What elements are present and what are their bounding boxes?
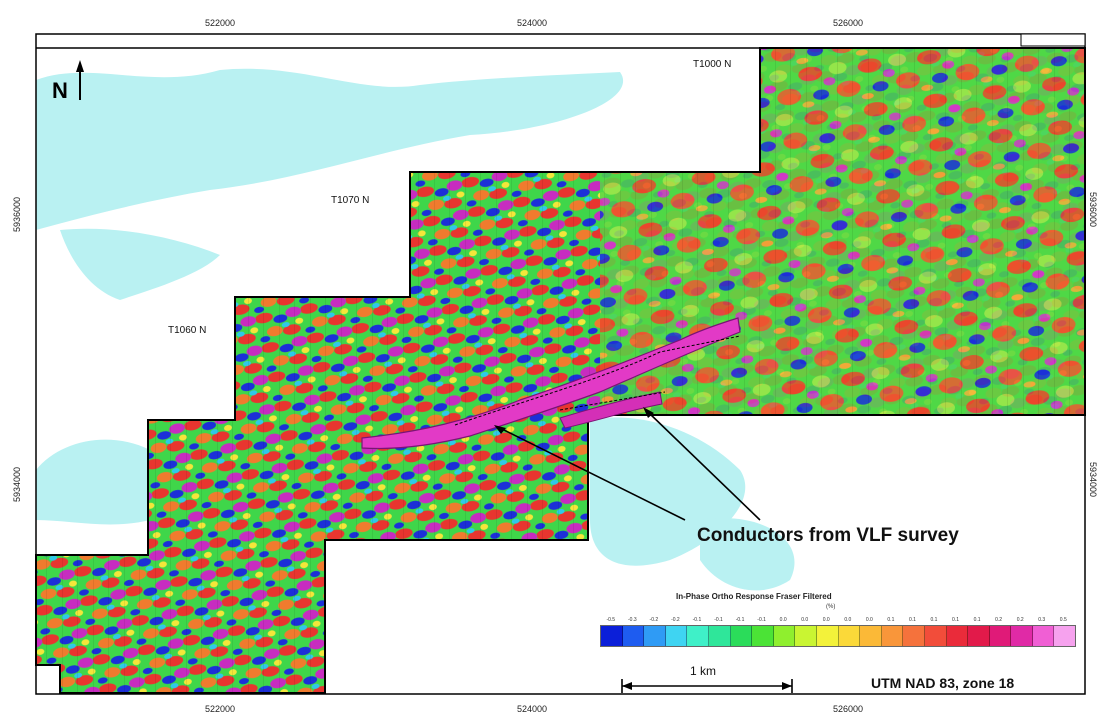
conductors-annotation: Conductors from VLF survey	[697, 525, 959, 546]
legend-swatch	[665, 626, 688, 646]
legend-swatch	[989, 626, 1012, 646]
legend-colorbar	[600, 625, 1076, 647]
legend-value: 0.1	[908, 617, 916, 623]
legend-value: 0.0	[801, 617, 809, 623]
legend-swatch	[773, 626, 796, 646]
legend-swatch	[968, 626, 990, 646]
legend-value: 0.2	[1016, 617, 1024, 623]
legend-value: 0.1	[887, 617, 895, 623]
legend-value: 0.0	[822, 617, 830, 623]
legend-swatch	[838, 626, 861, 646]
legend-swatch	[795, 626, 817, 646]
bottom-x-coord: 526000	[833, 704, 864, 714]
legend-title: In-Phase Ortho Response Fraser Filtered	[676, 592, 832, 601]
legend-swatch	[816, 626, 839, 646]
bottom-x-coord: 522000	[205, 704, 236, 714]
bottom-x-coord: 524000	[517, 704, 548, 714]
legend-swatch	[1032, 626, 1055, 646]
legend-value: 0.0	[844, 617, 852, 623]
top-x-coord: 522000	[205, 18, 236, 28]
legend-swatch	[946, 626, 969, 646]
tie-line-label: T1000 N	[693, 59, 732, 70]
legend-value: -0.1	[692, 617, 702, 623]
right-y-coord: 5934000	[1088, 462, 1098, 498]
left-y-coord: 5934000	[12, 466, 22, 502]
legend-unit: (%)	[826, 604, 836, 610]
legend-value: 0.0	[865, 617, 873, 623]
left-y-coord: 5936000	[12, 196, 22, 232]
legend-value: 0.1	[973, 617, 981, 623]
legend-value: -0.1	[735, 617, 745, 623]
legend-swatch	[924, 626, 947, 646]
projection-label: UTM NAD 83, zone 18	[871, 675, 1015, 691]
legend-value: -0.2	[671, 617, 680, 623]
legend-value: 0.0	[779, 617, 787, 623]
legend-swatch	[622, 626, 645, 646]
north-arrow-label: N	[52, 78, 68, 103]
legend-swatch	[708, 626, 731, 646]
legend-swatch	[860, 626, 882, 646]
legend-value: 0.5	[1059, 617, 1067, 623]
tie-line-label: T1060 N	[168, 325, 207, 336]
legend-swatch	[1054, 626, 1076, 646]
legend-swatch	[601, 626, 623, 646]
legend-value: -0.2	[649, 617, 659, 623]
legend-value: -0.3	[628, 617, 637, 623]
top-x-coord: 524000	[517, 18, 548, 28]
legend-value: 0.2	[995, 617, 1003, 623]
legend-value: 0.3	[1038, 617, 1046, 623]
legend-swatch	[903, 626, 925, 646]
tie-line-label: T1070 N	[331, 195, 370, 206]
top-x-coord: 526000	[833, 18, 864, 28]
legend-value: -0.1	[757, 617, 766, 623]
legend-value: -0.1	[714, 617, 723, 623]
legend-swatch	[1011, 626, 1033, 646]
legend-value: 0.1	[952, 617, 959, 623]
legend-value: -0.5	[606, 617, 616, 623]
legend-swatch	[881, 626, 904, 646]
right-y-coord: 5936000	[1088, 192, 1098, 228]
legend-value: 0.1	[930, 617, 938, 623]
scale-bar-label: 1 km	[690, 664, 717, 678]
legend-swatch	[687, 626, 709, 646]
legend-swatch	[752, 626, 774, 646]
legend-swatch	[644, 626, 666, 646]
legend-values: -0.5 -0.3 -0.2 -0.2 -0.1 -0.1 -0.1 -0.1 0.0 0.0 0.…	[600, 617, 1074, 625]
legend-swatch	[730, 626, 753, 646]
